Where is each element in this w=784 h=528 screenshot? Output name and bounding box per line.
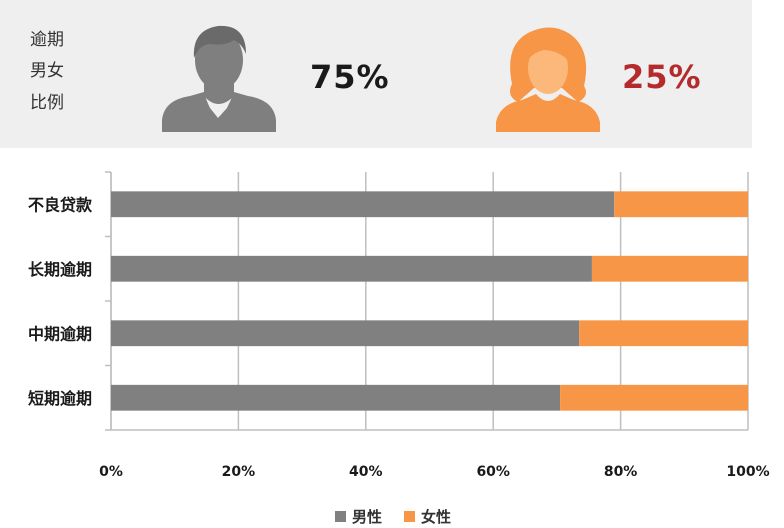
category-label: 不良贷款 (28, 195, 93, 214)
bar-segment-male (111, 384, 561, 411)
legend-item-female: 女性 (404, 506, 451, 527)
header-label-line-1: 逾期 (30, 30, 64, 50)
x-tick-label: 40% (349, 464, 383, 480)
x-tick-label: 20% (222, 464, 256, 480)
bar-segment-male (111, 255, 592, 282)
bar-segment-female (614, 191, 748, 218)
female-avatar-icon (496, 27, 600, 132)
legend-swatch-male (335, 511, 346, 522)
bar-segment-female (591, 255, 748, 282)
bar-segment-male (111, 191, 615, 218)
header-label-line-2: 男女 (30, 61, 64, 81)
category-label: 中期逾期 (28, 324, 92, 343)
category-label: 短期逾期 (28, 389, 92, 408)
male-percent: 75% (310, 58, 390, 96)
bar-segment-female (560, 384, 748, 411)
legend-label-female: 女性 (421, 508, 452, 526)
x-tick-label: 100% (726, 464, 769, 480)
x-tick-label: 0% (99, 464, 123, 480)
bar-segment-female (579, 320, 748, 347)
category-label: 长期逾期 (28, 260, 92, 279)
legend: 男性 女性 (0, 506, 784, 526)
male-avatar-icon (162, 25, 276, 132)
header-panel: 逾期 男女 比例 75% 25% (0, 0, 752, 148)
header-label-line-3: 比例 (30, 93, 64, 113)
legend-label-male: 男性 (352, 508, 383, 526)
legend-item-male: 男性 (335, 506, 382, 527)
legend-swatch-female (404, 511, 415, 522)
bars (111, 191, 748, 411)
bar-segment-male (111, 320, 580, 347)
female-percent: 25% (622, 58, 702, 96)
x-tick-label: 60% (476, 464, 510, 480)
x-tick-label: 80% (604, 464, 638, 480)
